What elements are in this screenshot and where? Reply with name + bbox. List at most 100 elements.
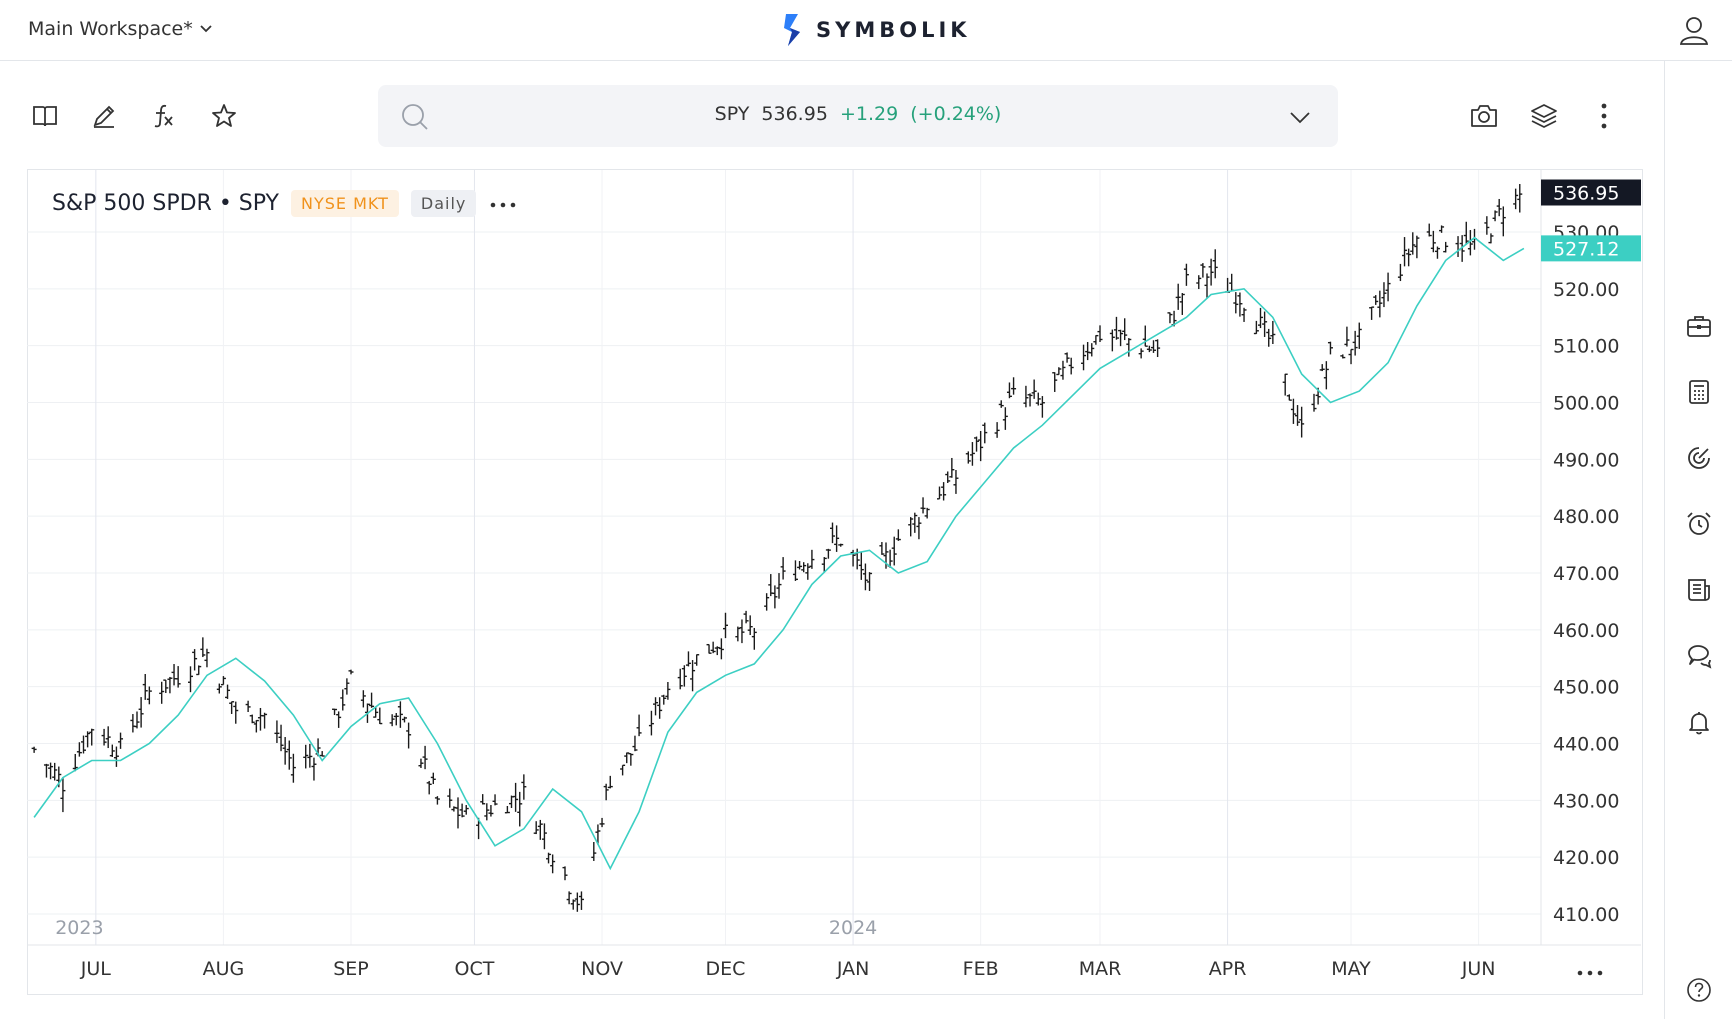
news-button[interactable] xyxy=(1683,574,1715,606)
ohlc-bar xyxy=(1488,233,1494,244)
ohlc-bar xyxy=(1492,210,1498,222)
favorites-button[interactable] xyxy=(206,98,242,134)
ohlc-bar xyxy=(690,660,696,692)
ohlc-bar xyxy=(747,615,753,636)
pencil-icon xyxy=(93,105,115,128)
ohlc-bar xyxy=(1031,379,1037,399)
chat-button[interactable] xyxy=(1683,640,1715,672)
ohlc-bar xyxy=(1196,275,1202,290)
ohlc-bar xyxy=(216,683,222,694)
ohlc-bar xyxy=(1270,320,1276,344)
ohlc-bar xyxy=(52,762,58,781)
ohlc-bar xyxy=(945,471,951,483)
ohlc-bar xyxy=(937,486,942,500)
ohlc-bar xyxy=(1208,258,1214,286)
ohlc-bar xyxy=(862,563,868,591)
user-account-button[interactable] xyxy=(1678,14,1710,50)
ohlc-bar xyxy=(1348,348,1354,365)
ohlc-bar xyxy=(1344,326,1350,347)
ohlc-bar xyxy=(1081,344,1087,371)
ohlc-bar xyxy=(591,841,597,861)
notifications-button[interactable] xyxy=(1683,706,1715,738)
ohlc-bar xyxy=(513,782,519,812)
ohlc-bar xyxy=(118,732,124,749)
interval-badge[interactable]: Daily xyxy=(410,190,477,217)
workspace-selector[interactable]: Main Workspace* xyxy=(28,18,213,40)
ohlc-bar xyxy=(1258,307,1263,329)
ohlc-bar xyxy=(1443,241,1449,253)
y-tick-label: 470.00 xyxy=(1553,563,1619,585)
draw-button[interactable] xyxy=(86,98,122,134)
ohlc-bar xyxy=(1183,263,1189,286)
chevron-down-icon[interactable] xyxy=(1288,105,1312,129)
ohlc-bar xyxy=(1463,221,1469,245)
ohlc-bar xyxy=(949,457,955,478)
ohlc-bar xyxy=(1369,306,1375,320)
ohlc-bar xyxy=(319,751,325,757)
alarms-button[interactable] xyxy=(1683,508,1715,540)
library-button[interactable] xyxy=(27,98,63,134)
ohlc-bar xyxy=(175,666,181,688)
ohlc-bar xyxy=(521,774,527,800)
help-button[interactable] xyxy=(1683,974,1715,1006)
portfolio-button[interactable] xyxy=(1683,310,1715,342)
indicators-button[interactable] xyxy=(146,98,182,134)
ohlc-bar xyxy=(772,585,778,609)
ohlc-bar xyxy=(1138,348,1144,359)
layers-button[interactable] xyxy=(1526,98,1562,134)
axis-options-button[interactable] xyxy=(1575,963,1611,977)
ohlc-bar xyxy=(603,783,609,801)
ohlc-bar xyxy=(1146,345,1152,353)
quote-symbol: SPY xyxy=(714,103,750,125)
ohlc-bar xyxy=(858,552,864,580)
x-tick-label: JUN xyxy=(1461,958,1496,980)
x-tick-label: JUL xyxy=(80,958,112,980)
ohlc-bar xyxy=(1352,330,1358,356)
ohlc-bar xyxy=(159,681,165,704)
ohlc-bar xyxy=(1142,325,1148,347)
signals-button[interactable] xyxy=(1683,442,1715,474)
chart-options-button[interactable] xyxy=(488,191,518,216)
ohlc-bar xyxy=(360,690,366,708)
ohlc-bar xyxy=(920,497,926,514)
news-icon xyxy=(1688,579,1710,601)
ohlc-bar xyxy=(1496,198,1502,217)
ohlc-bar xyxy=(1155,339,1161,358)
ohlc-bar xyxy=(290,753,296,783)
ohlc-bar xyxy=(81,735,86,754)
ohlc-bar xyxy=(286,740,292,770)
ohlc-bar xyxy=(710,641,716,654)
ohlc-bar xyxy=(776,573,782,599)
ohlc-bar xyxy=(1126,338,1132,357)
ohlc-bar xyxy=(830,522,835,544)
ohlc-bar xyxy=(797,561,803,570)
ohlc-bar xyxy=(451,806,457,812)
ohlc-bar xyxy=(1406,248,1412,267)
more-options-button[interactable] xyxy=(1586,98,1622,134)
ohlc-bar xyxy=(48,762,54,780)
ohlc-bar xyxy=(167,676,173,694)
ohlc-bar xyxy=(1319,364,1325,372)
ohlc-bar xyxy=(751,627,757,650)
symbol-search-bar[interactable]: SPY 536.95 +1.29 (+0.24%) xyxy=(378,85,1338,147)
chart-panel xyxy=(27,169,1643,995)
ohlc-bar xyxy=(509,795,514,808)
ohlc-bar xyxy=(537,819,543,840)
ohlc-bar xyxy=(1052,372,1058,392)
x-tick-label: MAY xyxy=(1331,958,1371,980)
ohlc-bar xyxy=(1266,328,1272,347)
more-horizontal-icon xyxy=(491,202,516,208)
ohlc-bar xyxy=(546,852,552,864)
ohlc-bar xyxy=(908,517,914,537)
ohlc-bar xyxy=(249,714,255,724)
ohlc-bar xyxy=(282,737,288,765)
ohlc-bar xyxy=(1241,307,1247,322)
snapshot-button[interactable] xyxy=(1466,98,1502,134)
ohlc-bar xyxy=(447,788,453,808)
calculator-button[interactable] xyxy=(1683,376,1715,408)
y-tick-label: 410.00 xyxy=(1553,904,1619,926)
ohlc-bar xyxy=(636,714,642,737)
ohlc-bar xyxy=(723,612,728,639)
ohlc-bar xyxy=(1414,235,1420,259)
